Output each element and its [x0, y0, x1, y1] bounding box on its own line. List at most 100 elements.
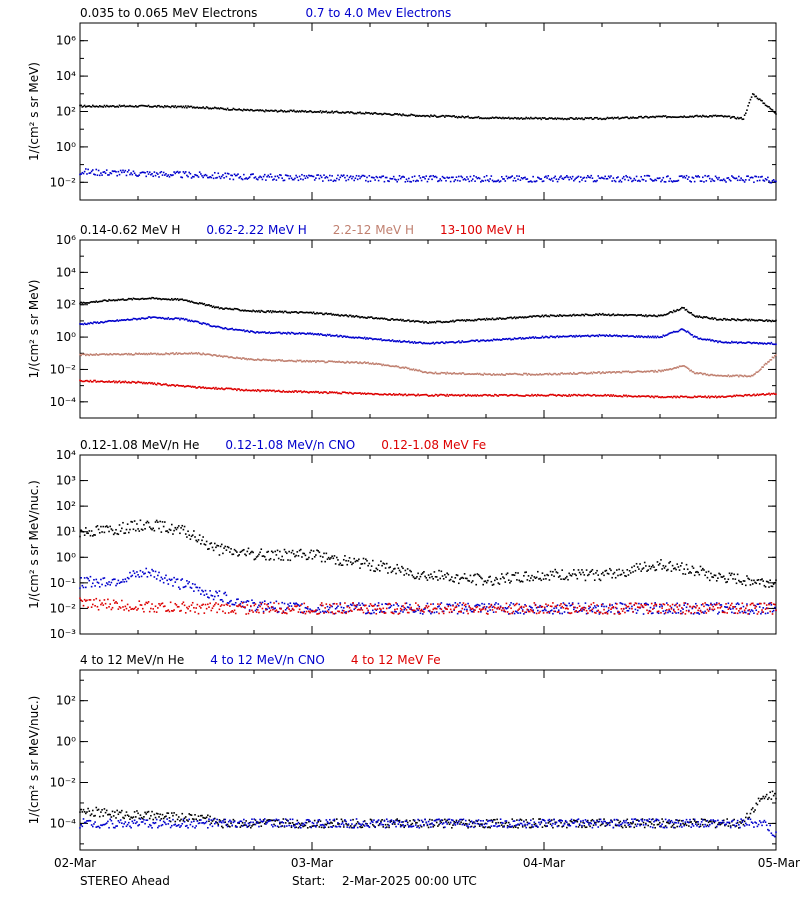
data-point [589, 176, 591, 179]
data-point [194, 302, 196, 304]
data-point [670, 368, 673, 371]
data-point [220, 355, 223, 357]
data-point [138, 352, 141, 355]
data-point [254, 310, 257, 313]
data-point [570, 373, 573, 375]
data-point [531, 117, 533, 120]
data-point [433, 394, 436, 397]
data-point [292, 602, 295, 605]
data-point [408, 574, 410, 576]
y-tick-label: 10² [56, 105, 76, 119]
data-point [427, 115, 430, 117]
data-point [621, 603, 624, 605]
data-point [101, 531, 103, 533]
data-point [428, 175, 431, 178]
data-point [151, 316, 153, 319]
data-point [200, 322, 202, 325]
data-point [194, 536, 196, 538]
data-point [451, 373, 453, 375]
data-point [327, 556, 330, 559]
data-point [346, 315, 349, 317]
data-point [102, 381, 105, 383]
data-point [717, 178, 719, 181]
data-point [196, 106, 199, 109]
data-point [176, 170, 179, 173]
data-point [548, 612, 551, 614]
data-point [227, 546, 230, 549]
data-point [237, 173, 239, 175]
data-point [578, 334, 581, 337]
data-point [413, 577, 416, 580]
data-point [541, 572, 544, 574]
data-point [255, 310, 258, 312]
data-point [562, 314, 565, 317]
data-point [634, 608, 637, 611]
data-point [677, 309, 680, 312]
data-point [656, 115, 659, 118]
data-point [469, 394, 472, 397]
data-point [359, 392, 361, 394]
data-point [482, 318, 484, 321]
data-point [243, 173, 245, 176]
data-point [107, 320, 109, 322]
data-point [756, 319, 759, 322]
data-point [428, 610, 431, 613]
data-point [704, 395, 706, 398]
data-point [151, 568, 153, 571]
data-point [650, 565, 653, 568]
data-point [302, 552, 304, 555]
data-point [749, 176, 752, 179]
data-point [643, 370, 646, 373]
data-point [416, 179, 418, 182]
data-point [169, 352, 172, 355]
data-point [101, 321, 103, 323]
data-point [463, 178, 466, 180]
data-point [230, 356, 232, 358]
data-point [564, 373, 567, 375]
data-point [654, 602, 656, 604]
data-point [593, 371, 596, 374]
data-point [550, 393, 553, 396]
data-point [581, 394, 583, 397]
data-point [255, 178, 258, 180]
data-point [689, 396, 691, 399]
data-point [261, 109, 264, 112]
data-point [286, 333, 288, 335]
data-point [266, 389, 268, 391]
data-point [770, 108, 773, 111]
data-point [404, 366, 407, 369]
data-point [82, 323, 85, 326]
data-point [495, 602, 497, 604]
data-point [268, 311, 271, 313]
data-point [491, 179, 494, 182]
data-point [387, 364, 389, 366]
data-point [338, 563, 340, 566]
data-point [741, 610, 744, 613]
data-point [124, 532, 127, 534]
data-point [204, 386, 207, 389]
data-point [222, 388, 224, 390]
data-point [231, 388, 234, 391]
data-point [262, 389, 265, 392]
data-point [571, 117, 574, 120]
data-point [519, 336, 522, 339]
data-point [485, 606, 488, 608]
data-point [93, 173, 95, 176]
data-point [83, 302, 86, 304]
data-point [215, 107, 217, 109]
data-point [119, 530, 122, 532]
data-point [98, 380, 101, 383]
data-point [288, 311, 290, 314]
data-point [87, 380, 89, 383]
data-point [166, 352, 168, 355]
data-point [132, 354, 135, 356]
data-point [201, 302, 203, 305]
data-point [138, 105, 141, 107]
data-point [101, 353, 103, 355]
data-point [473, 319, 475, 322]
data-point [238, 554, 240, 556]
data-point [95, 381, 98, 383]
data-point [765, 319, 768, 321]
data-point [129, 528, 131, 531]
data-point [89, 575, 92, 578]
